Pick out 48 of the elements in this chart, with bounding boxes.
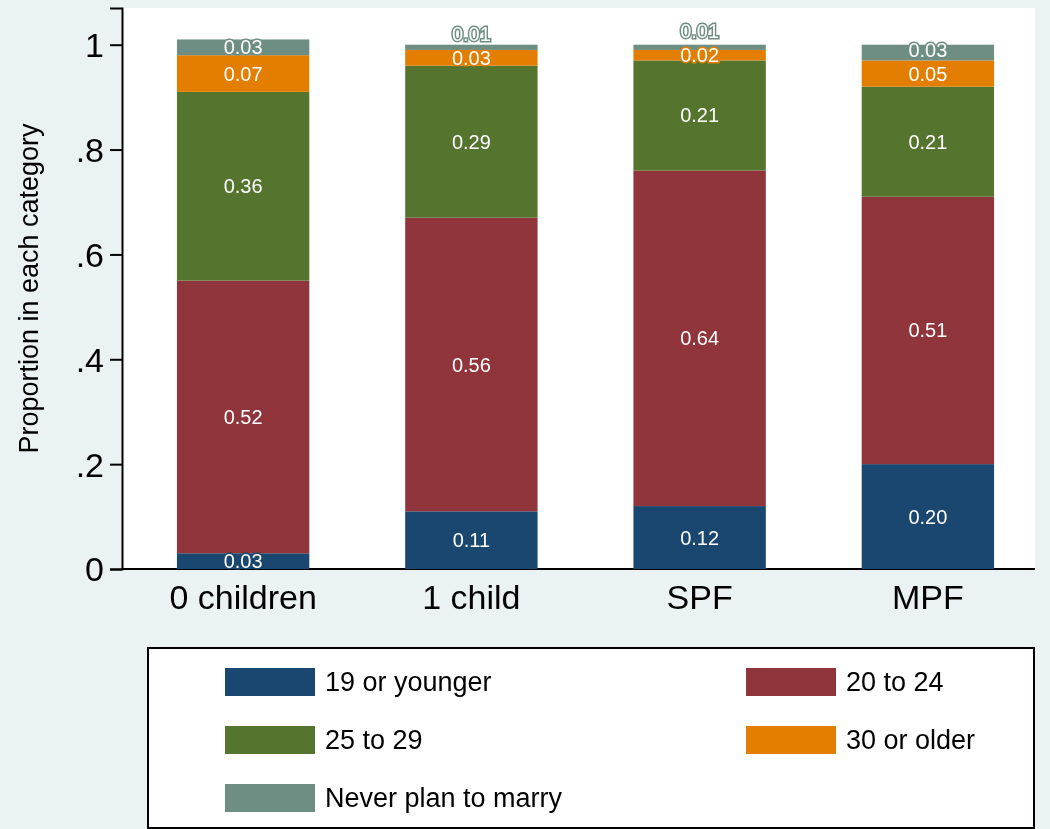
x-tick-label: 0 children xyxy=(169,577,317,616)
y-tick-label: .2 xyxy=(75,445,104,484)
data-label: 0.02 xyxy=(680,44,720,67)
bar xyxy=(405,65,538,218)
data-label: 0.21 xyxy=(908,130,948,153)
legend-label: 20 to 24 xyxy=(846,667,944,698)
data-label: 0.11 xyxy=(452,529,491,552)
bar xyxy=(861,196,995,465)
data-label: 0.05 xyxy=(908,62,948,85)
bar xyxy=(633,170,766,507)
y-axis-title: Proportion in each category xyxy=(14,122,44,454)
y-tick-label: .4 xyxy=(75,340,104,379)
data-label: 0.03 xyxy=(223,36,263,59)
bar xyxy=(861,86,995,197)
x-tick-label: MPF xyxy=(891,577,964,616)
data-label: 0.29 xyxy=(451,130,491,153)
bar xyxy=(861,464,995,569)
legend-label: 19 or younger xyxy=(325,667,492,698)
legend-label: Never plan to marry xyxy=(325,783,563,814)
y-tick-label: .8 xyxy=(75,130,104,169)
x-tick-label: SPF xyxy=(666,577,733,616)
bar xyxy=(633,60,766,171)
data-label: 0.36 xyxy=(223,175,263,198)
bar xyxy=(405,511,538,569)
data-label: 0.03 xyxy=(451,46,491,69)
data-label: 0.01 xyxy=(451,22,491,45)
y-tick-label: 1 xyxy=(85,26,104,65)
bar xyxy=(633,506,766,569)
data-label: 0.52 xyxy=(223,405,263,428)
bar xyxy=(405,217,538,512)
data-label: 0.01 xyxy=(680,20,720,43)
x-tick-label: 1 child xyxy=(422,577,521,616)
data-label: 0.12 xyxy=(680,526,720,549)
data-label: 0.03 xyxy=(908,38,948,61)
data-label: 0.56 xyxy=(451,353,491,376)
bar xyxy=(176,280,310,554)
data-label: 0.51 xyxy=(908,319,948,342)
y-tick-label: .6 xyxy=(75,235,104,274)
bar xyxy=(176,91,310,281)
y-tick-label: 0 xyxy=(85,550,104,589)
data-label: 0.03 xyxy=(223,550,263,573)
data-label: 0.20 xyxy=(908,505,948,528)
legend-label: 30 or older xyxy=(846,725,976,756)
data-label: 0.64 xyxy=(680,327,720,350)
bar xyxy=(405,44,538,50)
data-label: 0.07 xyxy=(223,62,263,85)
data-label: 0.21 xyxy=(680,104,720,127)
legend-label: 25 to 29 xyxy=(325,725,423,756)
